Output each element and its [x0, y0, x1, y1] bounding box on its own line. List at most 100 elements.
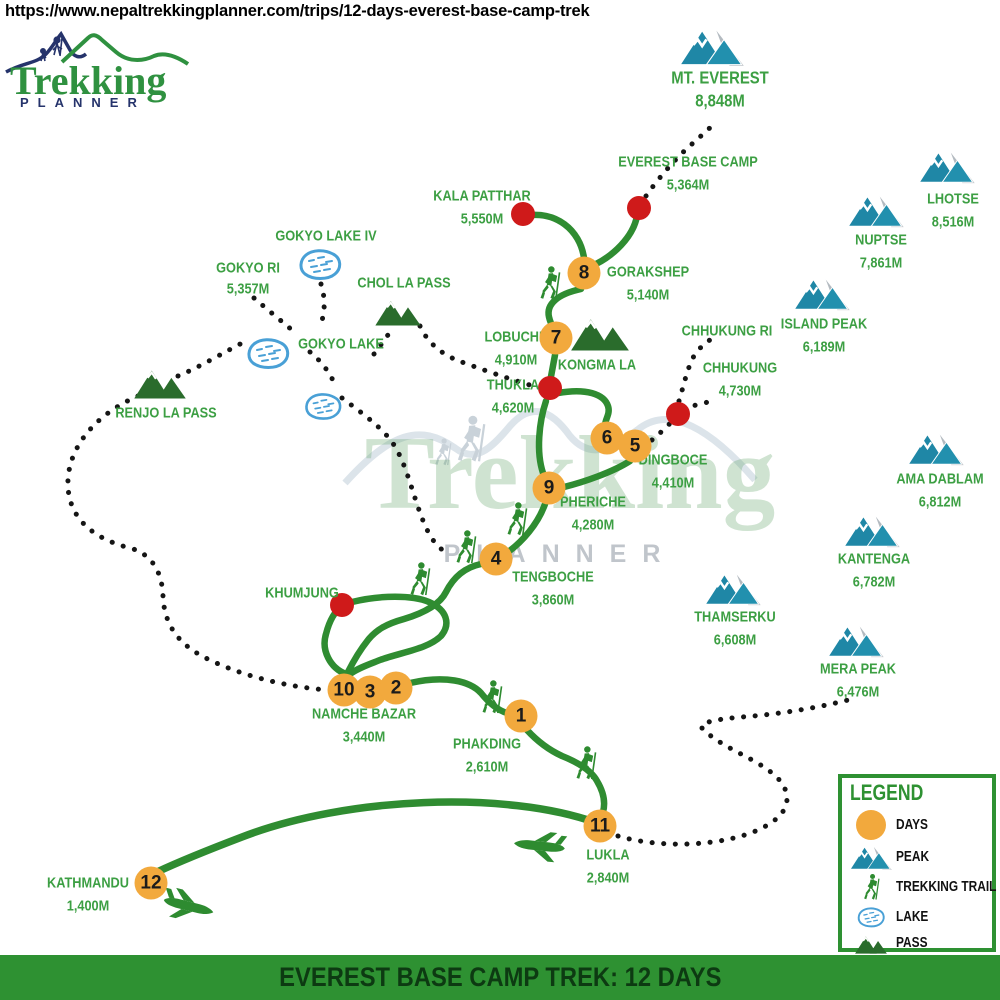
label-tengboche: TENGBOCHE: [512, 568, 594, 586]
lake-icon: [856, 906, 886, 928]
day-11-marker: 11: [583, 809, 617, 843]
label-nuptse: NUPTSE: [855, 231, 907, 249]
label-gokyo-ri: GOKYO RI: [216, 259, 280, 277]
page-url: https://www.nepaltrekkingplanner.com/tri…: [5, 2, 590, 20]
peak-icon: [849, 842, 893, 872]
label-kantenga: KANTENGA: [837, 550, 911, 568]
logo-subtitle: PLANNER: [20, 95, 146, 110]
lake-icon: [303, 391, 343, 421]
peak-icon-lhotse: [918, 146, 976, 186]
day-7-marker: 7: [539, 321, 573, 355]
elevation-mt-everest: 8,848M: [695, 90, 745, 111]
label-lukla: LUKLA: [586, 846, 630, 864]
label-kala-patthar: KALA PATTHAR: [433, 187, 531, 205]
day-9-marker: 9: [532, 471, 566, 505]
peak-icon-island-peak: [793, 273, 851, 313]
label-namche-bazar: NAMCHE BAZAR: [311, 705, 417, 723]
peak-icon-nuptse: [847, 190, 905, 230]
legend-row-pass: PASS: [842, 928, 992, 958]
lake-icon-gokyo-lake-iv: [297, 247, 343, 281]
pass-icon-renjo-la-pass: [134, 366, 186, 399]
day-number: 10: [333, 679, 355, 700]
point-kala-patthar: [511, 202, 535, 226]
day-2-marker: 2: [379, 671, 413, 705]
elevation-lukla: 2,840M: [586, 869, 630, 887]
peak-icon-mera-peak: [827, 620, 885, 660]
day-number: 9: [543, 477, 555, 498]
label-thamserku: THAMSERKU: [694, 608, 776, 626]
pass-icon-chol-la-pass: [375, 297, 421, 326]
peak-icon-thamserku: [704, 568, 762, 608]
elevation-ama-dablam: 6,812M: [918, 493, 962, 511]
day-5-marker: 5: [618, 429, 652, 463]
day-number: 11: [589, 815, 611, 836]
label-ama-dablam: AMA DABLAM: [896, 470, 984, 488]
day-number: 6: [601, 427, 613, 448]
label-chhukung: CHHUKUNG: [702, 359, 778, 377]
day-number: 2: [390, 677, 402, 698]
legend-title: LEGEND: [850, 780, 924, 805]
lake-icon-gokyo-lake: [245, 336, 291, 370]
elevation-kala-patthar: 5,550M: [460, 210, 504, 228]
day-1-marker: 1: [504, 699, 538, 733]
elevation-nuptse: 7,861M: [859, 254, 903, 272]
elevation-phakding: 2,610M: [465, 758, 509, 776]
label-khumjung: KHUMJUNG: [265, 584, 339, 602]
legend-row-peak: PEAK: [842, 842, 992, 872]
elevation-island-peak: 6,189M: [802, 338, 846, 356]
label-gokyo-lake-iv: GOKYO LAKE IV: [275, 227, 377, 245]
label-thukla: THUKLA: [486, 376, 540, 394]
label-gorakshep: GORAKSHEP: [606, 263, 690, 281]
logo-green-ridge: [60, 33, 190, 66]
peak-icon-ama-dablam: [907, 428, 965, 468]
elevation-chhukung: 4,730M: [718, 382, 762, 400]
point-everest-base-camp: [627, 196, 651, 220]
label-chol-la-pass: CHOL LA PASS: [357, 274, 451, 292]
day-number: 8: [578, 262, 590, 283]
legend-row-lake: LAKE: [842, 902, 992, 932]
trekker-icon: [861, 873, 882, 901]
elevation-namche-bazar: 3,440M: [342, 728, 386, 746]
label-island-peak: ISLAND PEAK: [780, 315, 868, 333]
pass-icon: [855, 933, 887, 954]
label-renjo-la-pass: RENJO LA PASS: [115, 404, 217, 422]
day-number: 5: [629, 435, 641, 456]
day-4-marker: 4: [479, 542, 513, 576]
day-number: 3: [364, 681, 376, 702]
trekker-icon: [573, 745, 600, 781]
elevation-thukla: 4,620M: [491, 399, 535, 417]
elevation-kantenga: 6,782M: [852, 573, 896, 591]
point-thukla: [538, 376, 562, 400]
legend-label: PEAK: [896, 849, 930, 865]
elevation-mera-peak: 6,476M: [836, 683, 880, 701]
day-number: 1: [515, 705, 527, 726]
label-phakding: PHAKDING: [452, 735, 522, 753]
label-kathmandu: KATHMANDU: [47, 874, 129, 892]
day-number: 4: [490, 548, 502, 569]
label-lhotse: LHOTSE: [927, 190, 979, 208]
legend-row-trekking-trail: TREKKING TRAIL: [842, 872, 996, 902]
elevation-pheriche: 4,280M: [571, 516, 615, 534]
trekker-icon: [537, 265, 564, 301]
elevation-everest-base-camp: 5,364M: [666, 176, 710, 194]
trekker-icon: [504, 501, 531, 537]
elevation-thamserku: 6,608M: [713, 631, 757, 649]
elevation-gokyo-ri: 5,357M: [226, 280, 270, 298]
title-banner: EVEREST BASE CAMP TREK: 12 DAYS: [0, 955, 1000, 1000]
logo-trekkers-icon: [39, 36, 63, 62]
elevation-tengboche: 3,860M: [531, 591, 575, 609]
legend-row-days: DAYS: [842, 810, 992, 840]
elevation-lhotse: 8,516M: [931, 213, 975, 231]
legend: LEGEND DAYS PEAK TREKKING TRAIL LAKE PAS…: [838, 774, 996, 952]
elevation-dingboce: 4,410M: [651, 474, 695, 492]
day-12-marker: 12: [134, 866, 168, 900]
trekker-icon: [453, 529, 480, 565]
airplane-icon: [500, 825, 579, 867]
label-chhukung-ri: CHHUKUNG RI: [681, 322, 773, 340]
trekking-planner-logo: Trekking PLANNER: [5, 30, 190, 110]
day-number: 12: [140, 872, 162, 893]
elevation-kathmandu: 1,400M: [66, 897, 110, 915]
banner-title: EVEREST BASE CAMP TREK: 12 DAYS: [278, 962, 722, 992]
legend-label: PASS: [896, 935, 928, 951]
day-8-marker: 8: [567, 256, 601, 290]
